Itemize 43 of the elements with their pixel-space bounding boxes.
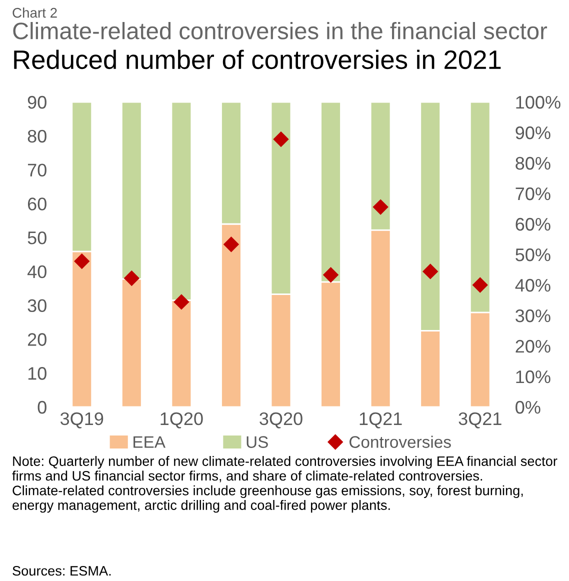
y2-tick-label: 30% <box>516 309 550 322</box>
y2-tick-label: 0% <box>516 400 540 414</box>
y-tick-label: 10 <box>28 367 46 380</box>
point <box>422 264 438 280</box>
point <box>472 277 488 293</box>
legend-label: EEA <box>134 436 166 448</box>
chart-subtitle: Reduced number of controversies in 2021 <box>14 50 501 70</box>
y-tick-label: 0 <box>38 400 46 414</box>
point <box>224 236 239 252</box>
point <box>124 270 140 286</box>
y2-tick-label: 40% <box>515 278 550 292</box>
text: Note: Quarterly number of new climate-related controversies involving EEA financial sector firms and US financial sector firms, and share of climate-related controversies. Climate-related controversies include greenhouse gas emissions, soy, forest burning, energy management, arctic drilling and coal-fired power plants. <box>12 456 558 513</box>
y2-tick-label: 50% <box>516 248 550 262</box>
y-tick-label: 70 <box>28 164 46 176</box>
y-tick-label: 60 <box>28 198 46 210</box>
point <box>174 294 190 310</box>
caption: Chart 2 <box>12 8 57 18</box>
y-tick-label: 30 <box>28 299 46 312</box>
x-tick-label: 1Q20 <box>160 412 203 428</box>
y2-tick-label: 90% <box>516 126 550 140</box>
point <box>273 132 289 147</box>
x-tick-label: 3Q19 <box>60 412 104 428</box>
y2-tick-label: 20% <box>516 340 550 353</box>
source-note: Sources: ESMA. <box>12 566 111 576</box>
y-tick-label: 40 <box>27 265 46 278</box>
y-tick-label: 50 <box>28 231 46 244</box>
chart-title: Climate-related controversies in the financial sector <box>13 22 548 40</box>
x-tick-label: 3Q20 <box>260 412 302 428</box>
point <box>372 199 388 215</box>
x-tick-label: 3Q21 <box>458 412 502 428</box>
y-tick-label: 90 <box>28 96 46 109</box>
legend-label: US <box>246 436 268 448</box>
point <box>323 267 338 282</box>
y-tick-label: 20 <box>28 333 46 346</box>
point <box>74 254 90 269</box>
y2-tick-label: 80% <box>516 156 550 170</box>
y2-tick-label: 70% <box>516 187 550 200</box>
y2-tick-label: 100% <box>516 96 560 109</box>
y2-tick-label: 10% <box>516 370 550 384</box>
y-tick-label: 80 <box>28 130 46 143</box>
legend-label: Controversies <box>350 436 451 448</box>
y2-tick-label: 60% <box>516 218 550 231</box>
x-tick-label: 1Q21 <box>360 412 402 428</box>
